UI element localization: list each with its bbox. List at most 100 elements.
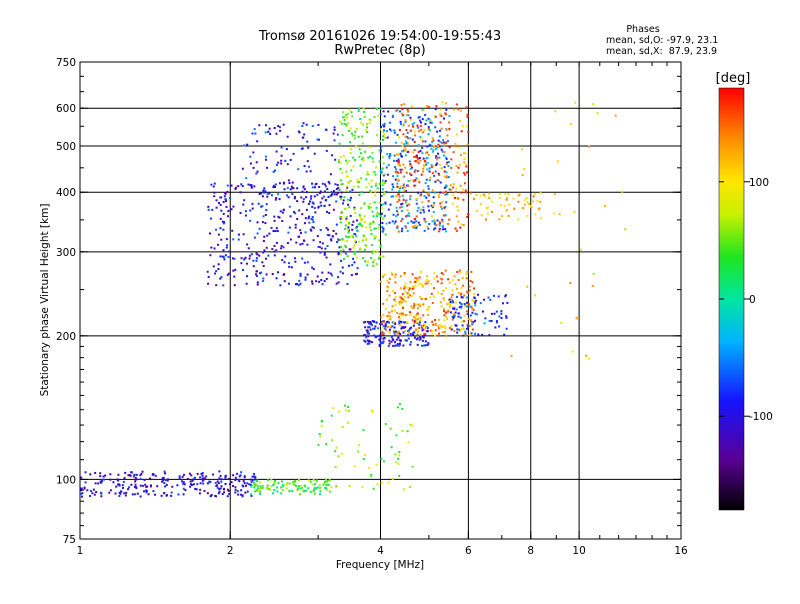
data-point (351, 188, 354, 191)
data-point (416, 337, 419, 340)
data-point (210, 183, 213, 186)
data-point (209, 232, 212, 235)
data-point (328, 212, 331, 215)
data-point (401, 187, 404, 190)
data-point (207, 482, 210, 485)
data-point (346, 216, 349, 219)
y-tick-label: 600 (56, 103, 76, 115)
data-point (409, 137, 412, 140)
data-point (218, 470, 221, 473)
data-point (442, 308, 445, 311)
data-point (434, 329, 437, 332)
data-point (323, 252, 326, 255)
data-point (395, 434, 398, 437)
data-point (474, 332, 477, 335)
data-point (399, 298, 402, 301)
data-point (444, 315, 447, 318)
data-point (299, 232, 302, 235)
data-point (413, 184, 416, 187)
data-point (332, 407, 335, 410)
data-point (321, 419, 324, 422)
data-point (241, 494, 244, 497)
data-point (222, 222, 225, 225)
data-point (490, 319, 493, 322)
data-point (388, 121, 391, 124)
data-point (373, 327, 376, 330)
data-point (186, 477, 189, 480)
data-point (337, 455, 340, 458)
data-point (498, 325, 501, 328)
data-point (336, 183, 339, 186)
data-point (585, 354, 588, 357)
data-point (439, 323, 442, 326)
data-point (382, 313, 385, 316)
data-point (443, 206, 446, 209)
data-point (331, 439, 334, 442)
data-point (328, 234, 331, 237)
data-point (443, 166, 446, 169)
data-point (391, 220, 394, 223)
data-point (358, 148, 361, 151)
data-point (407, 286, 410, 289)
data-point (433, 219, 436, 222)
data-point (413, 140, 416, 143)
data-point (230, 184, 233, 187)
data-point (395, 153, 398, 156)
data-point (452, 151, 455, 154)
data-point (465, 327, 468, 330)
data-point (388, 155, 391, 158)
data-point (359, 117, 362, 120)
data-point (348, 223, 351, 226)
data-point (213, 191, 216, 194)
data-point (399, 339, 402, 342)
data-point (379, 140, 382, 143)
data-point (256, 253, 259, 256)
data-point (389, 325, 392, 328)
data-point (295, 241, 298, 244)
data-point (378, 149, 381, 152)
data-point (244, 210, 247, 213)
data-point (299, 487, 302, 490)
data-point (343, 118, 346, 121)
data-point (381, 342, 384, 345)
data-point (217, 492, 220, 495)
data-point (348, 206, 351, 209)
data-point (571, 350, 574, 353)
data-point (112, 481, 115, 484)
data-point (452, 307, 455, 310)
data-point (379, 340, 382, 343)
data-point (280, 492, 283, 495)
data-point (259, 490, 262, 493)
data-point (412, 324, 415, 327)
data-point (164, 479, 167, 482)
data-point (393, 222, 396, 225)
data-point (379, 169, 382, 172)
data-point (401, 150, 404, 153)
data-point (421, 118, 424, 121)
data-point (373, 227, 376, 230)
data-point (505, 327, 508, 330)
data-point (271, 492, 274, 495)
data-point (334, 183, 337, 186)
data-point (192, 478, 195, 481)
data-point (379, 150, 382, 153)
data-point (304, 276, 307, 279)
data-point (382, 275, 385, 278)
data-point (364, 340, 367, 343)
data-point (411, 273, 414, 276)
data-point (495, 321, 498, 324)
data-point (363, 215, 366, 218)
data-point (219, 255, 222, 258)
data-point (427, 308, 430, 311)
data-point (215, 495, 218, 498)
data-point (415, 226, 418, 229)
data-point (341, 266, 344, 269)
data-point (446, 140, 449, 143)
data-point (406, 204, 409, 207)
data-point (301, 147, 304, 150)
data-point (459, 329, 462, 332)
data-point (402, 163, 405, 166)
data-point (436, 158, 439, 161)
data-point (201, 474, 204, 477)
data-point (339, 167, 342, 170)
